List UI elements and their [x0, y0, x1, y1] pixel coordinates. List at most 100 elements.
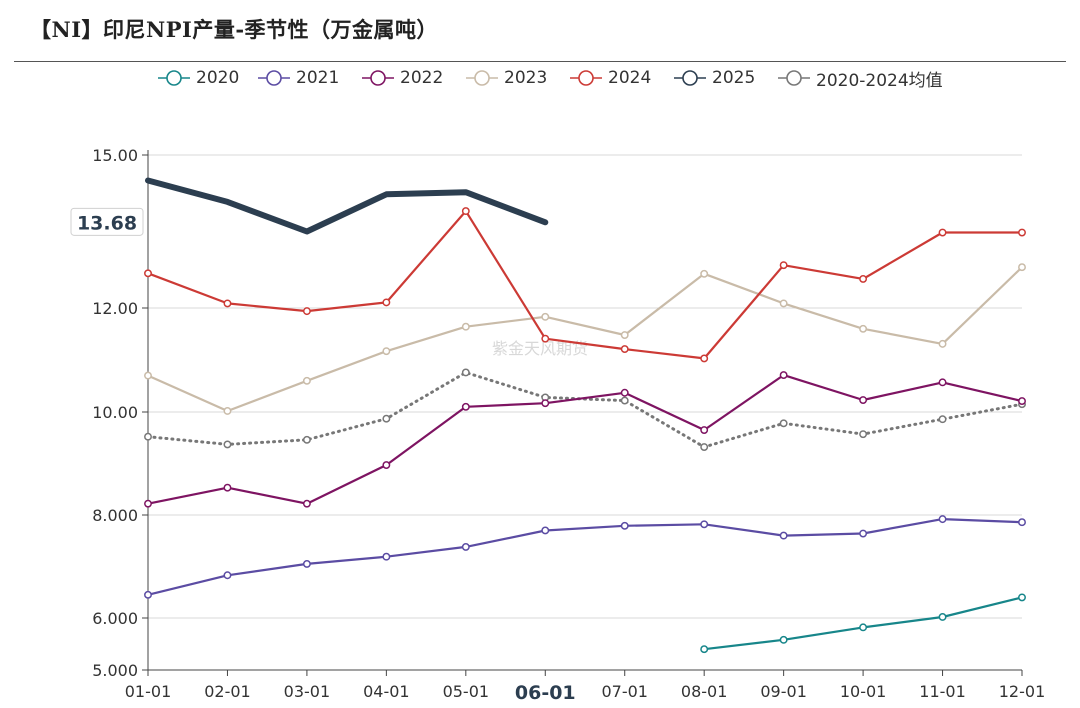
- data-point[interactable]: [541, 334, 550, 343]
- data-point[interactable]: [302, 376, 311, 385]
- data-point[interactable]: [302, 307, 311, 316]
- data-point[interactable]: [461, 322, 470, 331]
- data-point[interactable]: [938, 515, 947, 524]
- data-point[interactable]: [859, 274, 868, 283]
- data-point[interactable]: [223, 407, 232, 415]
- data-point[interactable]: [461, 207, 470, 216]
- chart-title: 【NI】印尼NPI产量-季节性（万金属吨）: [30, 17, 439, 42]
- data-point[interactable]: [620, 396, 629, 405]
- data-point[interactable]: [1018, 263, 1026, 272]
- legend-swatch-icon: [466, 70, 498, 86]
- data-point[interactable]: [223, 571, 232, 580]
- data-point[interactable]: [859, 430, 868, 439]
- legend-item-2025[interactable]: 2025: [674, 64, 755, 92]
- data-point[interactable]: [461, 402, 470, 411]
- data-point[interactable]: [938, 228, 947, 237]
- data-point[interactable]: [144, 371, 152, 380]
- legend-label: 2021: [296, 68, 340, 88]
- data-point[interactable]: [461, 368, 470, 377]
- data-point[interactable]: [700, 269, 709, 278]
- y-tick-label: 12.00: [92, 299, 138, 318]
- x-tick-label: 02-01: [204, 682, 251, 701]
- data-point[interactable]: [382, 414, 391, 423]
- data-point[interactable]: [700, 354, 709, 363]
- data-point[interactable]: [859, 623, 868, 632]
- data-point[interactable]: [1018, 397, 1026, 406]
- data-point[interactable]: [700, 443, 709, 451]
- data-point[interactable]: [302, 559, 311, 568]
- legend-item-2020-2024均值[interactable]: 2020-2024均值: [778, 64, 943, 92]
- data-point[interactable]: [779, 531, 788, 540]
- series-line: [146, 518, 1024, 596]
- data-point[interactable]: [938, 339, 947, 348]
- data-point[interactable]: [223, 299, 232, 308]
- data-point[interactable]: [541, 399, 550, 408]
- data-point[interactable]: [1018, 593, 1026, 602]
- x-tick-label: 08-01: [681, 682, 728, 701]
- series-2025: [145, 177, 549, 235]
- hover-value-text: 13.68: [77, 212, 137, 234]
- series-line: [146, 371, 1024, 449]
- x-tick-label: 12-01: [999, 682, 1046, 701]
- legend-item-2023[interactable]: 2023: [466, 64, 547, 92]
- data-point[interactable]: [620, 521, 629, 530]
- data-point[interactable]: [938, 378, 947, 387]
- data-point[interactable]: [302, 435, 311, 444]
- data-point[interactable]: [382, 552, 391, 561]
- data-point[interactable]: [700, 645, 709, 654]
- data-point[interactable]: [779, 261, 788, 270]
- legend-label: 2022: [400, 68, 444, 88]
- data-point[interactable]: [620, 331, 629, 339]
- data-point[interactable]: [382, 298, 391, 307]
- legend-swatch-icon: [674, 70, 706, 86]
- series-line: [146, 374, 1024, 505]
- data-point[interactable]: [541, 312, 550, 321]
- data-point[interactable]: [1018, 518, 1026, 527]
- series-line: [146, 266, 1024, 413]
- data-point[interactable]: [620, 345, 629, 354]
- hover-value-box: [70, 207, 144, 236]
- data-point[interactable]: [302, 499, 311, 508]
- data-point[interactable]: [779, 419, 788, 428]
- series-layer: [144, 177, 1026, 654]
- x-tick-label: 03-01: [284, 682, 331, 701]
- series-2023: [144, 263, 1026, 415]
- legend-item-2020[interactable]: 2020: [158, 64, 239, 92]
- data-point[interactable]: [144, 269, 152, 278]
- data-point[interactable]: [859, 396, 868, 404]
- data-point[interactable]: [859, 529, 868, 538]
- legend-label: 2020: [196, 68, 240, 88]
- x-tick-label: 04-01: [363, 682, 410, 701]
- data-point[interactable]: [779, 371, 788, 380]
- data-point[interactable]: [541, 526, 550, 535]
- data-point[interactable]: [144, 499, 152, 508]
- legend-item-2021[interactable]: 2021: [258, 64, 339, 92]
- data-point[interactable]: [223, 483, 232, 492]
- watermark-text: 紫金天风期货: [492, 339, 588, 358]
- y-tick-label: 5.000: [92, 661, 138, 680]
- legend-swatch-icon: [362, 70, 394, 86]
- data-point[interactable]: [938, 415, 947, 424]
- data-point[interactable]: [938, 613, 947, 621]
- y-tick-label: 8.000: [92, 506, 138, 525]
- data-point[interactable]: [620, 388, 629, 397]
- data-point[interactable]: [1018, 228, 1026, 237]
- data-point[interactable]: [700, 426, 709, 434]
- data-point[interactable]: [382, 461, 391, 469]
- y-tick-label: 6.000: [92, 609, 138, 628]
- data-point[interactable]: [382, 347, 391, 356]
- data-point[interactable]: [144, 432, 152, 441]
- data-point[interactable]: [859, 324, 868, 333]
- legend-swatch-icon: [778, 70, 810, 86]
- data-point[interactable]: [144, 590, 152, 599]
- data-point[interactable]: [779, 299, 788, 308]
- data-point[interactable]: [223, 440, 232, 449]
- legend-item-2022[interactable]: 2022: [362, 64, 443, 92]
- data-point[interactable]: [779, 635, 788, 644]
- data-point[interactable]: [461, 542, 470, 551]
- data-point[interactable]: [700, 520, 709, 529]
- x-tick-label: 05-01: [443, 682, 490, 701]
- legend-item-2024[interactable]: 2024: [570, 64, 651, 92]
- legend: 2020 2021 2022 2023 2024 2025 2020-2024均值: [0, 64, 1080, 92]
